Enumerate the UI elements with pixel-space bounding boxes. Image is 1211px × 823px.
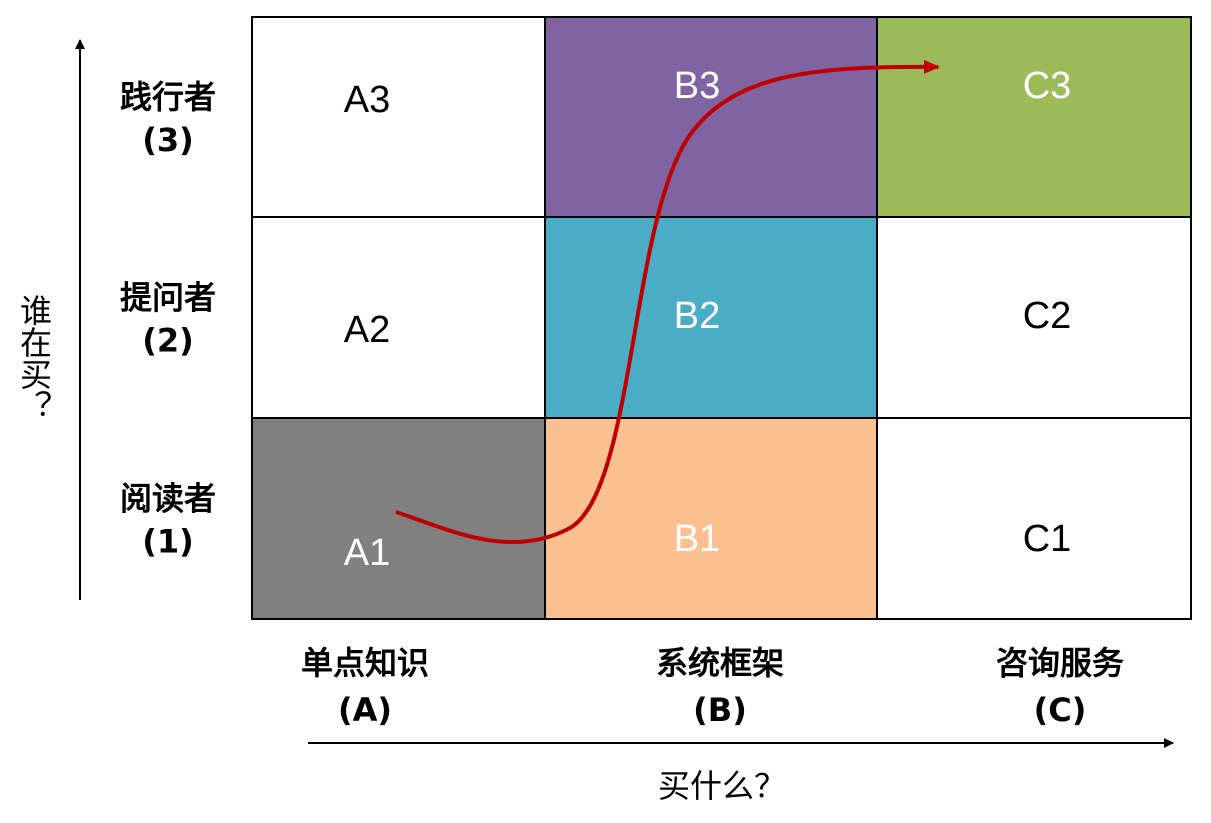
column-label: 系统框架 bbox=[656, 644, 784, 682]
cell-label: C2 bbox=[1023, 295, 1072, 337]
column-label: 咨询服务 bbox=[996, 644, 1124, 682]
axis-labels: 践行者 (3) 提问者 (2) 阅读者 (1) 单点知识 (A) 系统框架 (B) 咨询服务 (C) bbox=[120, 78, 1124, 729]
matrix-cell bbox=[876, 216, 1192, 419]
matrix-cell bbox=[876, 16, 1192, 218]
row-index: (1) bbox=[142, 523, 194, 561]
matrix-cell bbox=[544, 16, 878, 218]
row-label: 践行者 bbox=[120, 78, 216, 116]
matrix-cell bbox=[544, 417, 878, 620]
cell-label: A3 bbox=[344, 79, 390, 121]
matrix-cell bbox=[251, 417, 546, 620]
row-label: 阅读者 bbox=[120, 480, 216, 518]
y-axis-title: 谁在买？ bbox=[15, 294, 53, 422]
cell-label: B1 bbox=[674, 518, 720, 560]
x-axis-title: 买什么？ bbox=[658, 767, 786, 805]
cell-label: A2 bbox=[344, 309, 390, 351]
matrix-cell bbox=[251, 16, 546, 218]
matrix-cell bbox=[251, 216, 546, 419]
cell-label: B3 bbox=[674, 65, 720, 107]
growth-curve bbox=[395, 59, 940, 544]
cell-label: B2 bbox=[674, 295, 720, 337]
row-label: 提问者 bbox=[120, 279, 216, 317]
row-index: (2) bbox=[142, 322, 194, 360]
matrix-cell bbox=[876, 417, 1192, 620]
column-index: (A) bbox=[338, 691, 392, 729]
cell-label: A1 bbox=[344, 532, 390, 574]
column-index: (C) bbox=[1034, 691, 1087, 729]
cell-label: C3 bbox=[1023, 65, 1072, 107]
matrix-cell bbox=[544, 216, 878, 419]
cell-label: C1 bbox=[1023, 518, 1072, 560]
column-label: 单点知识 bbox=[301, 644, 429, 682]
matrix-cells: A3 B3 C3 A2 B2 C2 A1 B1 C1 bbox=[251, 16, 1192, 620]
column-index: (B) bbox=[693, 691, 747, 729]
row-index: (3) bbox=[142, 121, 194, 159]
